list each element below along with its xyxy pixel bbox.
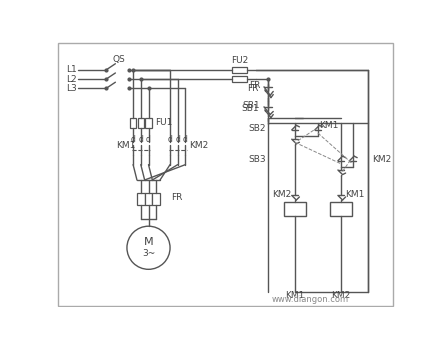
Text: d: d xyxy=(131,135,136,144)
Circle shape xyxy=(127,226,170,269)
Text: SB1: SB1 xyxy=(242,101,260,110)
Text: KM1: KM1 xyxy=(116,141,136,150)
Text: KM1: KM1 xyxy=(285,291,304,300)
Text: KM2: KM2 xyxy=(372,155,391,164)
Text: www.diangon.com: www.diangon.com xyxy=(271,295,349,304)
Bar xyxy=(232,67,247,73)
Text: SB2: SB2 xyxy=(248,124,266,133)
Bar xyxy=(130,118,136,128)
Text: KM1: KM1 xyxy=(319,121,339,130)
Text: FR: FR xyxy=(172,193,183,202)
Bar xyxy=(284,201,305,216)
Text: QS: QS xyxy=(113,55,125,63)
Text: L1: L1 xyxy=(66,66,77,75)
Bar xyxy=(137,193,145,205)
Text: KM2: KM2 xyxy=(272,190,291,199)
Bar xyxy=(232,76,247,82)
Text: KM2: KM2 xyxy=(331,291,351,300)
Text: d: d xyxy=(168,135,172,144)
Text: FU1: FU1 xyxy=(155,118,172,127)
Text: M: M xyxy=(144,237,153,247)
Text: KM1: KM1 xyxy=(345,190,364,199)
Text: d: d xyxy=(146,135,151,144)
Text: FR: FR xyxy=(247,84,259,93)
Text: 3~: 3~ xyxy=(142,249,155,258)
Bar xyxy=(138,118,144,128)
Bar xyxy=(330,201,352,216)
Text: SB1: SB1 xyxy=(241,104,259,113)
Text: L2: L2 xyxy=(66,75,77,83)
Text: L3: L3 xyxy=(66,84,77,93)
Text: FR: FR xyxy=(249,81,260,90)
Text: FU2: FU2 xyxy=(231,56,248,65)
Bar xyxy=(152,193,160,205)
Bar xyxy=(146,118,152,128)
Bar xyxy=(145,193,152,205)
Text: d: d xyxy=(138,135,143,144)
Text: SB3: SB3 xyxy=(248,155,266,164)
Text: d: d xyxy=(175,135,180,144)
Text: KM2: KM2 xyxy=(189,141,209,150)
Text: d: d xyxy=(183,135,188,144)
